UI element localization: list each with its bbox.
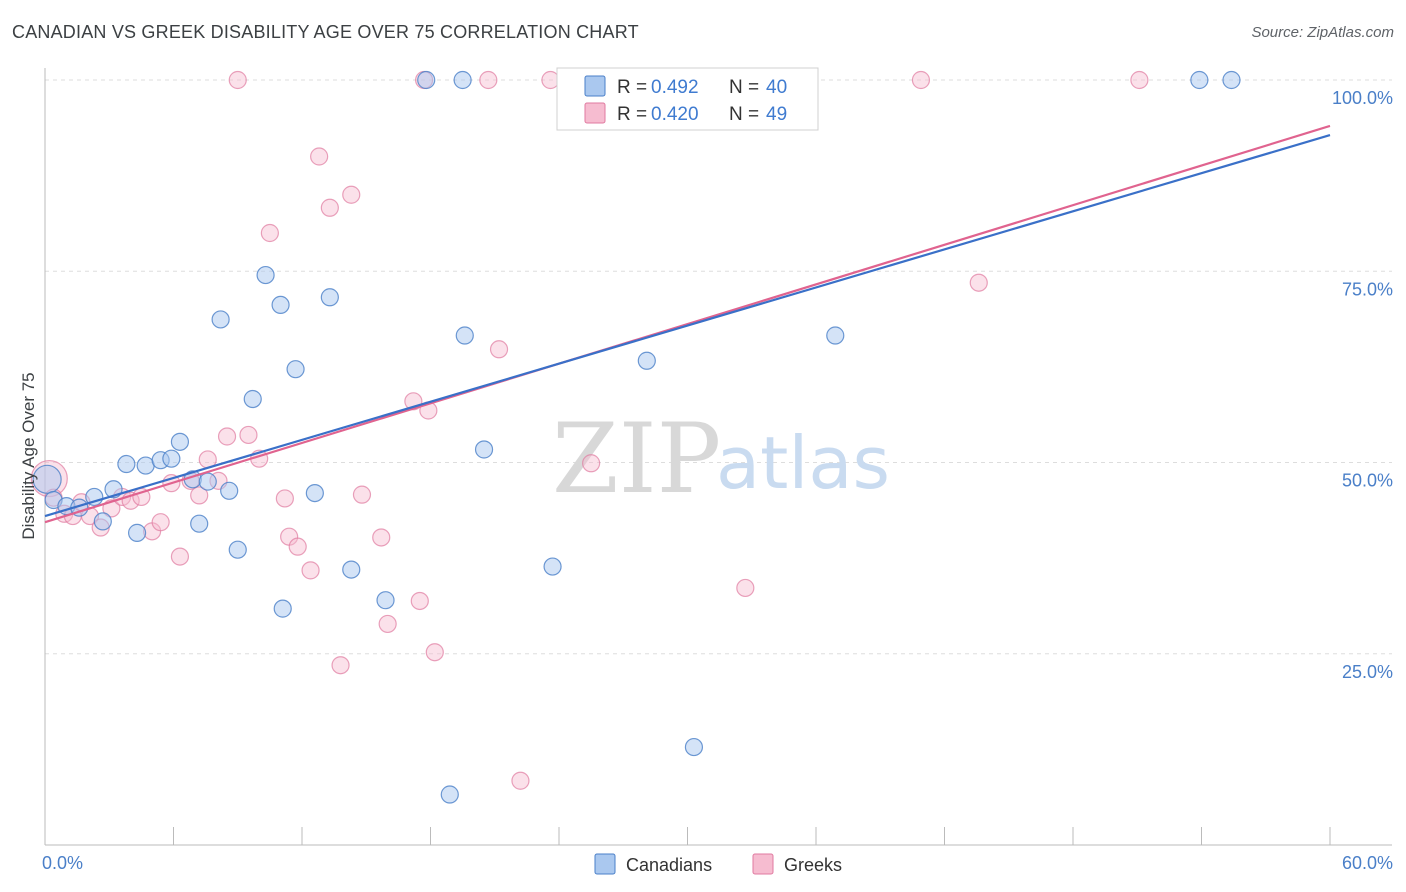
chart-source: Source: ZipAtlas.com: [1251, 24, 1394, 41]
point-greeks: [320, 198, 339, 217]
point-canadians: [273, 599, 292, 618]
point-canadians: [127, 523, 147, 542]
point-greeks: [301, 561, 320, 580]
point-greeks: [342, 185, 361, 204]
point-canadians: [93, 512, 112, 531]
legend-swatch-greeks: [584, 102, 606, 124]
point-canadians: [32, 464, 62, 494]
y-tick-label: 25.0%: [1342, 662, 1393, 682]
point-canadians: [417, 70, 436, 90]
point-greeks: [151, 513, 170, 532]
point-canadians: [453, 70, 472, 90]
point-canadians: [198, 472, 217, 491]
point-canadians: [162, 449, 181, 468]
point-greeks: [410, 591, 429, 611]
point-greeks: [425, 643, 444, 662]
watermark: ZIP atlas: [552, 403, 890, 515]
point-canadians: [1222, 70, 1241, 90]
grid-lines: [45, 79, 1392, 655]
stats-legend: R = 0.492 N = 40 R = 0.420 N = 49: [556, 67, 819, 131]
watermark-atlas: atlas: [716, 421, 890, 505]
legend-r-label-greeks: R =: [617, 104, 647, 125]
point-greeks: [489, 340, 509, 359]
point-greeks: [378, 614, 397, 634]
y-tick-label: 75.0%: [1342, 279, 1393, 299]
point-greeks: [239, 425, 258, 445]
point-greeks: [582, 454, 601, 473]
legend-swatch-canadians: [584, 75, 606, 97]
point-canadians: [305, 484, 324, 503]
point-canadians: [455, 326, 474, 345]
bottom-legend: Canadians Greeks: [594, 853, 842, 875]
point-greeks: [511, 771, 530, 790]
point-greeks: [228, 70, 247, 90]
point-canadians: [543, 557, 562, 576]
y-tick-label: 100.0%: [1332, 88, 1393, 108]
legend-n-canadians: 40: [766, 77, 787, 98]
point-canadians: [440, 785, 459, 804]
tick-labels: 25.0% 50.0% 75.0% 100.0% 0.0% 60.0%: [42, 88, 1393, 873]
point-canadians: [1190, 70, 1209, 90]
point-greeks: [372, 528, 391, 547]
point-canadians: [220, 481, 239, 500]
bottom-legend-canadians: Canadians: [626, 855, 712, 875]
point-canadians: [170, 432, 190, 451]
y-tick-label: 50.0%: [1342, 471, 1393, 491]
trend-lines: [44, 124, 1331, 524]
x-tick-label: 0.0%: [42, 853, 83, 873]
point-greeks: [275, 489, 294, 508]
point-canadians: [117, 454, 136, 474]
bottom-legend-greeks: Greeks: [784, 855, 842, 875]
legend-n-greeks: 49: [766, 104, 787, 125]
legend-r-greeks: 0.420: [651, 104, 699, 125]
point-greeks: [310, 147, 329, 166]
x-tick-label: 60.0%: [1342, 853, 1393, 873]
point-canadians: [271, 295, 290, 315]
point-canadians: [256, 265, 275, 285]
bottom-legend-swatch-greeks: [752, 853, 774, 875]
point-canadians: [211, 310, 230, 329]
point-greeks: [288, 537, 307, 556]
point-greeks: [260, 223, 279, 243]
point-canadians: [243, 389, 262, 409]
point-greeks: [911, 70, 931, 90]
chart-title: CANADIAN VS GREEK DISABILITY AGE OVER 75…: [12, 22, 639, 42]
bottom-legend-swatch-canadians: [594, 853, 616, 875]
point-canadians: [637, 351, 656, 370]
point-greeks: [541, 70, 560, 90]
legend-r-label-canadians: R =: [617, 77, 647, 98]
point-canadians: [286, 360, 305, 379]
axes: [44, 68, 1392, 846]
trend-line-canadians: [44, 134, 1331, 518]
point-greeks: [736, 578, 755, 598]
point-greeks: [331, 656, 350, 675]
point-greeks: [170, 547, 190, 566]
point-canadians: [228, 540, 247, 559]
legend-n-label-greeks: N =: [729, 104, 759, 125]
point-canadians: [320, 288, 339, 307]
point-canadians: [474, 440, 494, 459]
legend-n-label-canadians: N =: [729, 77, 759, 98]
point-greeks: [217, 427, 237, 446]
point-canadians: [826, 326, 845, 345]
watermark-zip: ZIP: [552, 403, 721, 515]
point-canadians: [342, 560, 361, 579]
trend-line-greeks: [44, 124, 1331, 524]
point-greeks: [190, 486, 209, 505]
point-canadians: [376, 591, 395, 610]
y-axis-label: Disability Age Over 75: [19, 372, 38, 539]
point-greeks: [969, 273, 988, 292]
point-canadians: [190, 514, 209, 533]
point-canadians: [684, 737, 704, 757]
point-greeks: [1130, 70, 1149, 90]
point-greeks: [352, 485, 372, 504]
legend-r-canadians: 0.492: [651, 77, 699, 98]
point-greeks: [479, 70, 498, 90]
